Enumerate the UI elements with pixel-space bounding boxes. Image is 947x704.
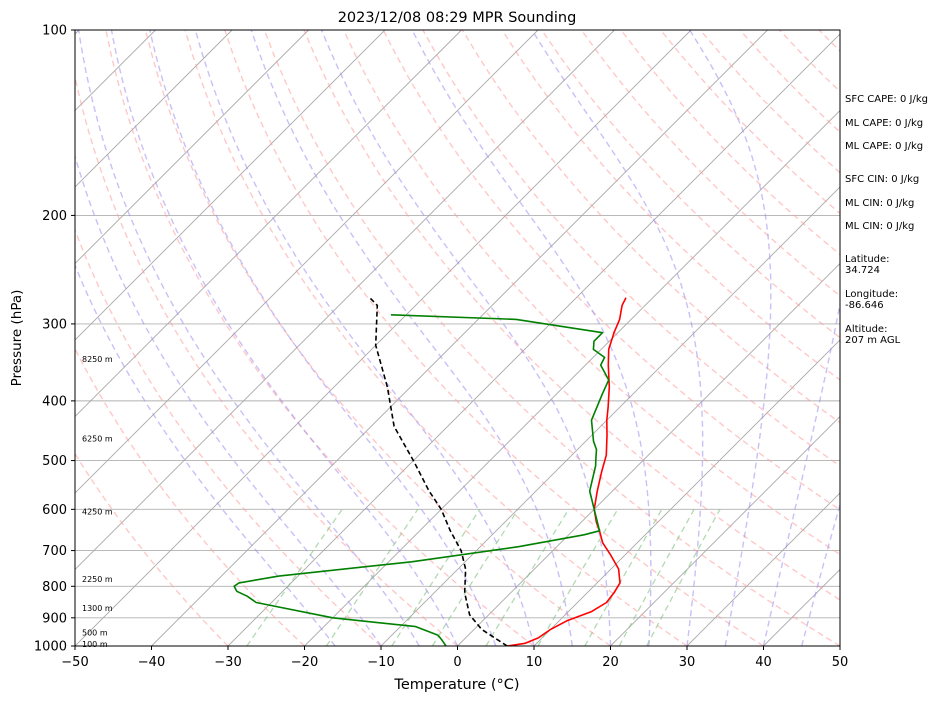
y-tick-label: 400 [42,394,67,409]
moist-adiabat-line [532,30,703,646]
side-info-label: Altitude: [845,324,887,335]
x-tick-label: −20 [291,655,318,670]
x-tick-label: 50 [832,655,849,670]
isotherm-line [0,30,615,646]
x-tick-label: 30 [679,655,696,670]
mixing-ratio-line [247,509,342,646]
side-info-label: Longitude: [845,289,898,300]
dry-adiabat-line [27,30,381,646]
y-tick-label: 900 [42,611,67,626]
mixing-ratio-line [538,509,618,646]
dry-adiabat-line [938,30,947,646]
dry-adiabat-line [0,30,228,646]
height-label: 4250 m [82,508,113,517]
dry-adiabat-line [146,30,611,646]
x-tick-label: 10 [526,655,543,670]
side-info-label: SFC CAPE: 0 J/kg [845,94,928,105]
height-label: 1300 m [82,604,113,613]
y-axis-label: Pressure (hPa) [9,290,25,387]
temperature-profile-line [507,298,626,646]
side-info-label: ML CAPE: 0 J/kg [845,141,923,152]
y-tick-label: 800 [42,580,67,595]
side-info-label: SFC CIN: 0 J/kg [845,174,919,185]
x-axis-label: Temperature (°C) [393,677,519,693]
dewpoint-profile-line [234,315,609,646]
height-label: 8250 m [82,355,113,364]
isotherm-line [75,30,691,646]
y-tick-label: 200 [42,209,67,224]
side-info-label: ML CAPE: 0 J/kg [845,118,923,129]
y-tick-label: 100 [42,24,67,39]
side-info-label: -86.646 [845,300,884,311]
isotherm-line [0,30,3,646]
moist-adiabat-line [50,30,381,646]
side-info-label: Latitude: [845,254,890,265]
height-label: 100 m [82,640,108,649]
side-info-label: 207 m AGL [845,335,901,346]
moist-adiabat-line [412,30,651,646]
y-tick-label: 300 [42,317,67,332]
moist-adiabat-line [150,30,496,646]
dry-adiabat-line [225,30,764,646]
height-label: 2250 m [82,575,113,584]
height-label: 500 m [82,628,108,637]
isotherm-line [0,30,538,646]
x-tick-label: 0 [453,655,461,670]
x-tick-label: −30 [214,655,241,670]
y-tick-label: 600 [42,503,67,518]
parcel-profile-line [370,298,507,646]
y-tick-label: 1000 [34,640,67,655]
x-tick-label: −40 [138,655,165,670]
x-tick-label: 20 [602,655,619,670]
y-tick-label: 500 [42,454,67,469]
x-tick-label: −50 [61,655,88,670]
side-info-label: ML CIN: 0 J/kg [845,198,914,209]
plot-frame [75,30,840,646]
y-tick-label: 700 [42,544,67,559]
height-label: 6250 m [82,434,113,443]
x-tick-label: −10 [367,655,394,670]
mixing-ratio-line [432,509,518,646]
chart-title: 2023/12/08 08:29 MPR Sounding [338,10,577,26]
side-info-label: 34.724 [845,265,880,276]
side-info-label: ML CIN: 0 J/kg [845,221,914,232]
moist-adiabat-line [195,30,534,646]
isotherm-line [0,30,232,646]
isotherm-line [228,30,844,646]
x-tick-label: 40 [755,655,772,670]
